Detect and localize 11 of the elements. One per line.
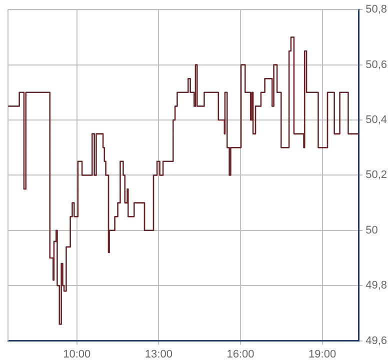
y-tick-label: 50 [366,224,378,236]
y-tick-label: 49,6 [366,334,388,347]
y-tick-label: 50,4 [366,114,388,126]
y-tick-label: 49,8 [366,280,388,292]
x-tick-label: 13:00 [144,348,172,360]
y-tick-label: 50,2 [366,169,388,182]
y-tick-label: 50,8 [366,4,388,16]
x-tick-label: 10:00 [63,348,91,360]
x-tick-label: 16:00 [226,348,254,360]
x-tick-label: 19:00 [308,348,336,360]
y-tick-label: 50,6 [366,58,388,71]
